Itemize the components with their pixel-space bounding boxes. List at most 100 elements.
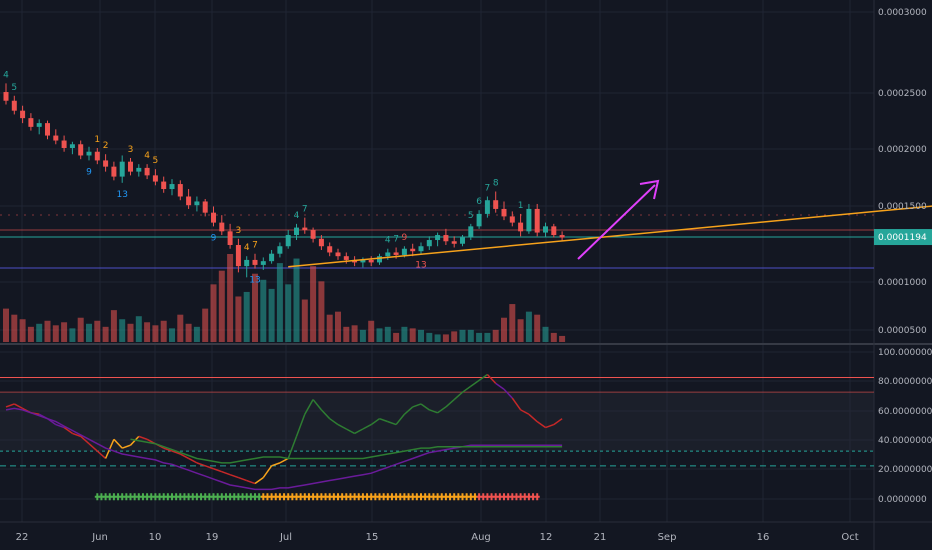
oscillator-main-line bbox=[121, 444, 131, 449]
oscillator-main-line bbox=[312, 399, 322, 411]
signal-label: 4 bbox=[144, 151, 150, 161]
oscillator-pane bbox=[0, 373, 874, 501]
projection-arrow-head bbox=[639, 179, 660, 200]
candle-body bbox=[119, 161, 125, 177]
oscillator-main-line bbox=[495, 382, 505, 390]
oscillator-main-line bbox=[213, 468, 223, 473]
volume-bar bbox=[434, 334, 441, 342]
oscillator-main-line bbox=[229, 473, 239, 479]
candle-body bbox=[152, 175, 158, 182]
volume-bar bbox=[61, 322, 68, 342]
candle-body bbox=[219, 222, 225, 232]
volume-bar bbox=[227, 254, 234, 342]
candle-body bbox=[136, 167, 142, 172]
candle-body bbox=[252, 259, 258, 265]
candles bbox=[3, 83, 565, 278]
oscillator-main-line bbox=[271, 462, 281, 467]
signal-label: 9 bbox=[86, 167, 92, 177]
date-tick-label: Oct bbox=[841, 532, 858, 543]
volume-bar bbox=[19, 319, 26, 342]
oscillator-main-line bbox=[536, 421, 546, 429]
candle-body bbox=[277, 246, 283, 254]
oscillator-main-line bbox=[453, 391, 463, 401]
price-tick-label: 0.0001000 bbox=[878, 278, 927, 288]
oscillator-main-line bbox=[287, 436, 298, 459]
volume-bar bbox=[359, 329, 366, 342]
candle-body bbox=[294, 227, 299, 236]
candle-body bbox=[377, 256, 382, 263]
oscillator-main-line bbox=[72, 432, 81, 438]
volume-bar bbox=[467, 329, 474, 342]
candle-body bbox=[235, 244, 241, 267]
oscillator-main-line bbox=[345, 428, 355, 435]
oscillator-tick-label: 100.0000000 bbox=[878, 348, 932, 358]
candle-body bbox=[69, 144, 75, 148]
volume-bar bbox=[442, 334, 449, 342]
oscillator-main-line bbox=[370, 418, 380, 426]
candle-body bbox=[103, 160, 109, 167]
candle-body bbox=[20, 110, 26, 119]
candle-body bbox=[111, 166, 117, 177]
oscillator-main-line bbox=[171, 450, 181, 455]
trendline-line bbox=[288, 205, 932, 268]
date-tick-label: Jun bbox=[91, 532, 108, 543]
volume-bar bbox=[169, 328, 175, 342]
date-tick-label: 15 bbox=[366, 532, 379, 543]
oscillator-main-line bbox=[188, 457, 198, 464]
candle-body bbox=[551, 226, 557, 236]
signal-label: 7 bbox=[393, 234, 399, 244]
date-tick-label: 12 bbox=[540, 532, 553, 543]
candle-body bbox=[451, 241, 457, 244]
volume-bar bbox=[426, 332, 433, 342]
candle-body bbox=[186, 196, 192, 206]
oscillator-tick-label: 0.0000000 bbox=[878, 495, 927, 505]
oscillator-main-line bbox=[429, 409, 438, 414]
candle-body bbox=[269, 253, 275, 262]
signal-label: 5 bbox=[468, 211, 474, 221]
signal-label: 13 bbox=[116, 190, 127, 200]
candle-body bbox=[28, 118, 34, 127]
volume-bar bbox=[69, 328, 76, 342]
volume-bar bbox=[393, 332, 400, 342]
signal-label: 8 bbox=[493, 179, 499, 189]
last-price-tag bbox=[874, 229, 932, 246]
volume-bars bbox=[3, 254, 566, 342]
oscillator-main-line bbox=[379, 417, 389, 423]
axes: 0.0003000 0.0002500 0.0002000 0.0001500 0.00… bbox=[16, 8, 932, 543]
oscillator-main-line bbox=[63, 426, 73, 435]
candle-body bbox=[11, 100, 17, 111]
candle-body bbox=[211, 212, 216, 223]
volume-bar bbox=[235, 296, 242, 342]
date-tick-label: 10 bbox=[149, 532, 162, 543]
volume-bar bbox=[451, 331, 458, 342]
volume-bar bbox=[102, 326, 109, 342]
volume-bar bbox=[185, 323, 192, 342]
volume-bar bbox=[27, 326, 34, 342]
oscillator-tick-label: 80.0000000 bbox=[878, 377, 932, 387]
candle-body bbox=[86, 151, 92, 156]
oscillator-tick-label: 20.0000000 bbox=[878, 465, 932, 475]
date-tick-label: Jul bbox=[279, 532, 292, 543]
volume-bar bbox=[152, 325, 159, 342]
oscillator-smooth-line bbox=[130, 438, 563, 464]
oscillator-main-line bbox=[478, 373, 488, 382]
signal-label: 3 bbox=[236, 226, 242, 236]
oscillator-main-line bbox=[462, 385, 472, 393]
candle-body bbox=[518, 222, 524, 232]
candle-body bbox=[177, 184, 183, 197]
volume-bar bbox=[77, 317, 84, 342]
volume-bar bbox=[11, 314, 18, 342]
candle-body bbox=[368, 259, 374, 263]
oscillator-signal-line bbox=[5, 407, 563, 491]
volume-bar bbox=[86, 323, 92, 342]
candle-body bbox=[144, 167, 150, 176]
volume-bar bbox=[310, 266, 317, 342]
candle-body bbox=[285, 235, 291, 247]
oscillator-main-line bbox=[5, 403, 15, 408]
candle-body bbox=[94, 151, 100, 161]
last-price-label: 0.0001194 bbox=[878, 233, 927, 243]
candle-body bbox=[343, 256, 349, 260]
oscillator-main-line bbox=[354, 428, 364, 435]
candle-body bbox=[260, 261, 266, 265]
